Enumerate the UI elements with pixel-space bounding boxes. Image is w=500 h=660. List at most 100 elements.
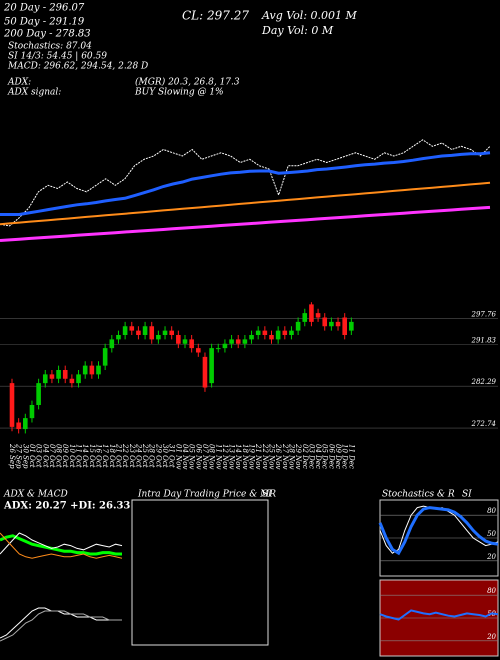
candle-body (309, 304, 314, 322)
x-tick-label: 26 Sep (8, 443, 16, 469)
panel-title: SI (462, 490, 472, 500)
x-tick-label: 06 Dec (327, 444, 335, 469)
candle-body (162, 330, 168, 335)
y-tick-label: 297.76 (471, 311, 497, 319)
candle-body (142, 326, 148, 335)
x-tick-label: 19 Nov (248, 444, 256, 469)
candle-body (9, 383, 15, 427)
candle-body (229, 339, 234, 344)
candle-body (329, 321, 334, 327)
x-tick-label: 15 Oct (88, 444, 96, 468)
series-line (0, 181, 491, 226)
x-tick-label: 27 Sep (15, 443, 23, 469)
candle-body (209, 348, 214, 384)
candle-body (262, 330, 268, 335)
series-line (0, 151, 491, 216)
x-tick-label: 14 Oct (81, 444, 89, 468)
panel-title: SI (262, 490, 272, 500)
candle-body (49, 374, 55, 379)
x-tick-label: 16 Oct (95, 444, 103, 468)
x-tick-label: 22 Nov (261, 443, 269, 469)
x-tick-label: 25 Nov (268, 443, 276, 469)
candle-body (189, 339, 194, 349)
candle-body (255, 330, 261, 335)
candle-body (42, 374, 48, 384)
close-price: CL: 297.27 (182, 9, 249, 23)
series-line (379, 505, 499, 554)
x-tick-label: 13 Nov (228, 444, 236, 469)
candle-body (136, 330, 141, 335)
adx-value: (MGR) 20.3, 26.8, 17.3 (135, 77, 240, 88)
x-tick-label: 11 Oct (75, 444, 83, 468)
x-tick-label: 04 Dec (314, 444, 322, 469)
x-tick-label: 05 Dec (321, 444, 329, 469)
x-tick-label: 08 Nov (208, 444, 216, 469)
x-tick-label: 09 Oct (61, 444, 69, 468)
candle-body (289, 330, 294, 335)
y-tick-label: 291.83 (471, 336, 497, 344)
x-tick-label: 29 Oct (154, 443, 162, 468)
x-tick-label: 04 Nov (181, 444, 189, 469)
candle-body (269, 335, 274, 340)
adx-label: ADX: (7, 78, 31, 88)
intraday-box (131, 499, 269, 646)
candle-body (62, 370, 68, 379)
header-line: 200 Day - 278.83 (3, 29, 91, 40)
y-tick-label: 50 (487, 530, 496, 538)
x-tick-label: 01 Nov (174, 444, 182, 469)
x-tick-label: 18 Oct (108, 444, 116, 468)
x-tick-label: 28 Oct (148, 443, 156, 468)
x-tick-label: 18 Nov (241, 444, 249, 469)
header-line: SI 14/3: 54.45 | 60.59 (8, 52, 107, 62)
x-tick-label: 05 Nov (188, 444, 196, 469)
x-tick-label: 25 Oct (141, 443, 149, 468)
x-tick-label: 08 Oct (55, 444, 63, 468)
candle-body (275, 330, 281, 340)
candle-body (342, 317, 347, 335)
candle-body (116, 335, 121, 340)
y-tick-label: 20 (486, 633, 496, 641)
candle-body (96, 365, 101, 375)
series-line (0, 532, 123, 555)
candle-body (215, 348, 221, 350)
header-line: MACD: 296.62, 294.54, 2.28 D (7, 62, 148, 72)
x-tick-label: 21 Nov (254, 443, 262, 469)
panel-title: Intra Day Trading Price & MR (137, 490, 276, 500)
candle-body (315, 313, 321, 318)
x-tick-label: 27 Nov (281, 443, 289, 469)
x-tick-label: 06 Nov (194, 444, 202, 469)
series-line (0, 139, 491, 227)
series-line (0, 205, 491, 242)
series-line (0, 610, 122, 642)
header-line: 20 Day - 296.07 (3, 3, 85, 14)
x-tick-label: 24 Oct (134, 443, 142, 468)
candle-body (182, 339, 188, 344)
panel-title: Stochastics & R (382, 490, 455, 500)
x-tick-label: 04 Oct (41, 444, 49, 468)
candle-body (149, 326, 155, 340)
series-line (0, 607, 122, 639)
day-volume: Day Vol: 0 M (261, 24, 334, 37)
candle-body (349, 321, 354, 331)
x-tick-label: 28 Nov (287, 443, 295, 469)
x-tick-label: 03 Dec (307, 444, 315, 469)
candle-body (222, 343, 228, 349)
x-tick-label: 17 Oct (101, 444, 109, 468)
candle-body (282, 330, 288, 335)
candle-body (322, 317, 328, 327)
candle-body (235, 339, 241, 344)
x-tick-label: 21 Oct (114, 443, 122, 468)
signal-label: ADX signal: (7, 88, 61, 98)
header-line: 50 Day - 291.19 (4, 17, 85, 28)
candle-body (249, 335, 254, 340)
x-tick-label: 09 Dec (334, 444, 342, 469)
candle-body (242, 339, 248, 344)
y-tick-label: 272.74 (471, 420, 497, 428)
x-tick-label: 02 Dec (301, 444, 309, 469)
x-tick-label: 22 Oct (121, 443, 129, 468)
y-tick-label: 20 (486, 553, 496, 561)
series-line (378, 506, 499, 556)
y-tick-label: 80 (487, 507, 496, 515)
candle-body (176, 335, 181, 344)
candle-body (89, 365, 95, 375)
